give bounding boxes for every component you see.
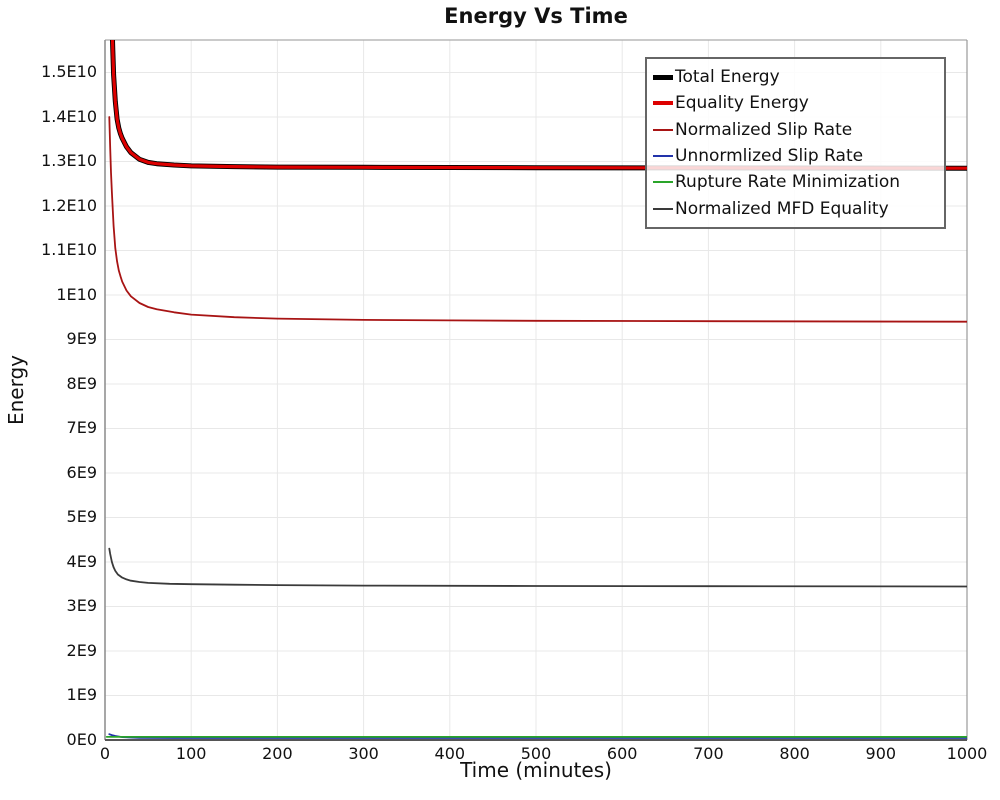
legend-label: Unnormlized Slip Rate [675,146,864,167]
x-tick-label: 500 [520,744,552,763]
y-tick-label: 3E9 [66,596,97,616]
legend-swatch-icon [653,181,673,184]
y-tick-label: 1.5E10 [41,62,97,82]
legend-label: Total Energy [675,67,780,88]
chart-title: Energy Vs Time [444,4,628,28]
x-tick-label: 900 [865,744,897,763]
x-tick-label: 600 [606,744,638,763]
x-tick-label: 400 [434,744,466,763]
y-tick-label: 6E9 [66,462,97,482]
x-tick-label: 300 [348,744,379,763]
x-tick-label: 700 [693,744,724,763]
y-tick-label: 2E9 [66,640,97,660]
y-tick-label: 1E9 [66,685,97,705]
legend-item: Unnormlized Slip Rate [653,143,938,169]
y-tick-label: 8E9 [66,373,97,393]
legend: Total Energy Equality Energy Normalized Sl… [645,57,946,229]
legend-label: Normalized MFD Equality [675,198,889,219]
legend-label: Rupture Rate Minimization [675,172,900,193]
y-tick-label: 1.2E10 [41,195,97,215]
legend-item: Normalized Slip Rate [653,117,938,143]
legend-swatch-icon [653,207,673,210]
series-line-normalized-slip-rate [108,116,967,323]
y-tick-label: 0E0 [66,730,97,749]
series-layer [105,40,967,739]
legend-label: Normalized Slip Rate [675,119,853,140]
legend-label: Equality Energy [675,93,809,114]
y-tick-label: 7E9 [66,418,97,438]
legend-swatch-icon [653,101,673,106]
series-line-equality-energy [110,40,967,170]
y-tick-label: 1.4E10 [41,106,97,126]
legend-swatch-icon [653,128,673,131]
y-tick-label: 1.1E10 [41,240,97,260]
y-tick-label: 5E9 [66,507,97,527]
grid-layer [105,40,968,740]
y-tick-label: 4E9 [66,551,97,571]
x-axis-title: Time (minutes) [460,758,612,782]
legend-item: Total Energy [653,64,938,90]
legend-item: Equality Energy [653,90,938,116]
x-tick-label: 0 [99,744,111,763]
x-tick-label: 800 [779,744,810,763]
x-tick-label: 1000 [946,744,988,763]
plot-border [104,39,968,741]
y-tick-label: 1E10 [56,284,97,304]
x-tick-label: 200 [262,744,293,763]
x-tick-label: 100 [175,744,207,763]
legend-item: Rupture Rate Minimization [653,169,938,195]
series-line-normalized-mfd-equality [108,547,967,588]
y-tick-label: 9E9 [66,329,97,349]
y-tick-label: 1.3E10 [41,151,97,171]
legend-swatch-icon [653,155,673,158]
legend-item: Normalized MFD Equality [653,195,938,221]
legend-swatch-icon [653,74,673,80]
